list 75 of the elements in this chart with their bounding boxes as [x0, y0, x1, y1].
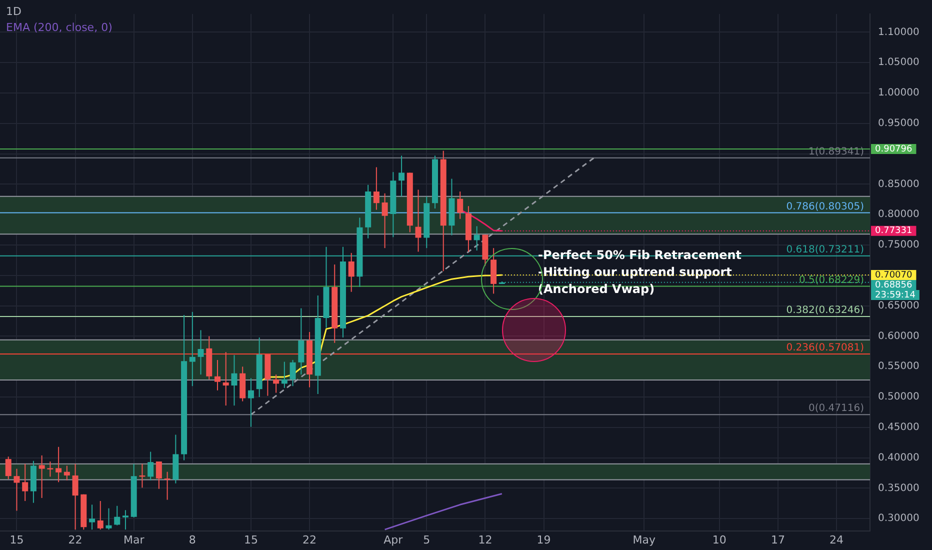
candlestick [281, 361, 288, 388]
candlestick [290, 359, 296, 387]
annotation: 0.77331 [875, 226, 912, 236]
x-tick-label: 10 [712, 533, 726, 546]
x-tick-label: 12 [478, 533, 492, 546]
y-tick-label: 1.10000 [878, 26, 920, 38]
chart-title: 1D [6, 4, 22, 18]
candlestick [373, 166, 380, 210]
y-tick-label: 0.30000 [878, 513, 920, 524]
y-tick-label: 0.35000 [878, 482, 920, 494]
x-tick-label: 5 [423, 533, 430, 546]
candlestick [38, 454, 45, 498]
candlestick [273, 374, 280, 394]
ref-line-label: 0.786(0.80305) [786, 201, 864, 212]
ref-line-label: 0(0.47116) [808, 403, 864, 414]
ref-line-label: 1(0.89341) [808, 146, 864, 158]
candlestick [106, 508, 112, 530]
candlestick [214, 359, 220, 391]
candlestick [474, 226, 480, 252]
candlestick [56, 446, 62, 483]
candlestick [415, 189, 422, 252]
y-tick-label: 0.65000 [878, 300, 920, 312]
x-tick-label: 15 [10, 533, 24, 546]
annotation: 0.70070 [875, 270, 912, 280]
candlestick [122, 510, 128, 530]
candlestick [398, 155, 405, 197]
ref-line-label: 0.618(0.73211) [786, 244, 864, 256]
x-tick-label: 22 [302, 533, 317, 546]
candlestick [22, 463, 28, 502]
candlestick [89, 504, 96, 530]
x-tick-label: 17 [770, 533, 785, 546]
x-tick-label: 15 [244, 533, 258, 546]
annotation: 0.68856 [875, 280, 912, 290]
x-tick-label: Apr [384, 533, 404, 546]
y-tick-label: 0.45000 [878, 422, 920, 434]
y-tick-label: 0.55000 [878, 361, 920, 372]
annotation: 0.90796 [875, 144, 912, 154]
y-tick-label: 0.80000 [878, 209, 920, 220]
candlestick [382, 192, 388, 249]
candlestick [348, 252, 354, 292]
y-tick-label: 0.60000 [878, 330, 920, 342]
y-tick-label: 0.75000 [878, 240, 920, 251]
y-tick-label: 1.00000 [878, 88, 920, 99]
ref-line-label: 0.382(0.63246) [786, 305, 864, 316]
x-tick-label: 22 [68, 533, 82, 546]
candlestick [156, 460, 162, 490]
y-tick-label: 0.50000 [878, 392, 920, 403]
candlestick [222, 352, 229, 406]
ref-line-label: 0.236(0.57081) [786, 342, 864, 354]
x-tick-label: 8 [188, 533, 196, 546]
candlestick [97, 500, 104, 530]
y-tick-label: 0.95000 [878, 118, 920, 130]
candlestick [248, 378, 254, 428]
candlestick [64, 465, 70, 481]
candlestick [198, 330, 204, 376]
candlestick [114, 505, 120, 526]
candlestick [72, 463, 78, 530]
y-tick-label: 0.40000 [878, 452, 920, 464]
y-tick-label: 1.05000 [878, 57, 920, 68]
x-tick-label: 19 [536, 533, 551, 546]
candlestick [189, 311, 196, 387]
candlestick [14, 468, 20, 512]
candlestick [231, 354, 238, 406]
text: 23:59:14 [875, 290, 916, 300]
candlestick [298, 308, 304, 376]
candlestick [148, 451, 154, 481]
text: EMA (200, close, 0) [6, 20, 112, 34]
candlestick [5, 456, 12, 480]
x-tick-label: May [632, 533, 656, 546]
y-tick-label: 0.85000 [878, 178, 920, 190]
candlestick [47, 460, 54, 478]
x-tick-label: 24 [830, 533, 844, 546]
x-tick-label: Mar [123, 533, 145, 546]
candlestick [457, 191, 464, 220]
ref-line-label: 0.5(0.68229) [798, 274, 864, 286]
